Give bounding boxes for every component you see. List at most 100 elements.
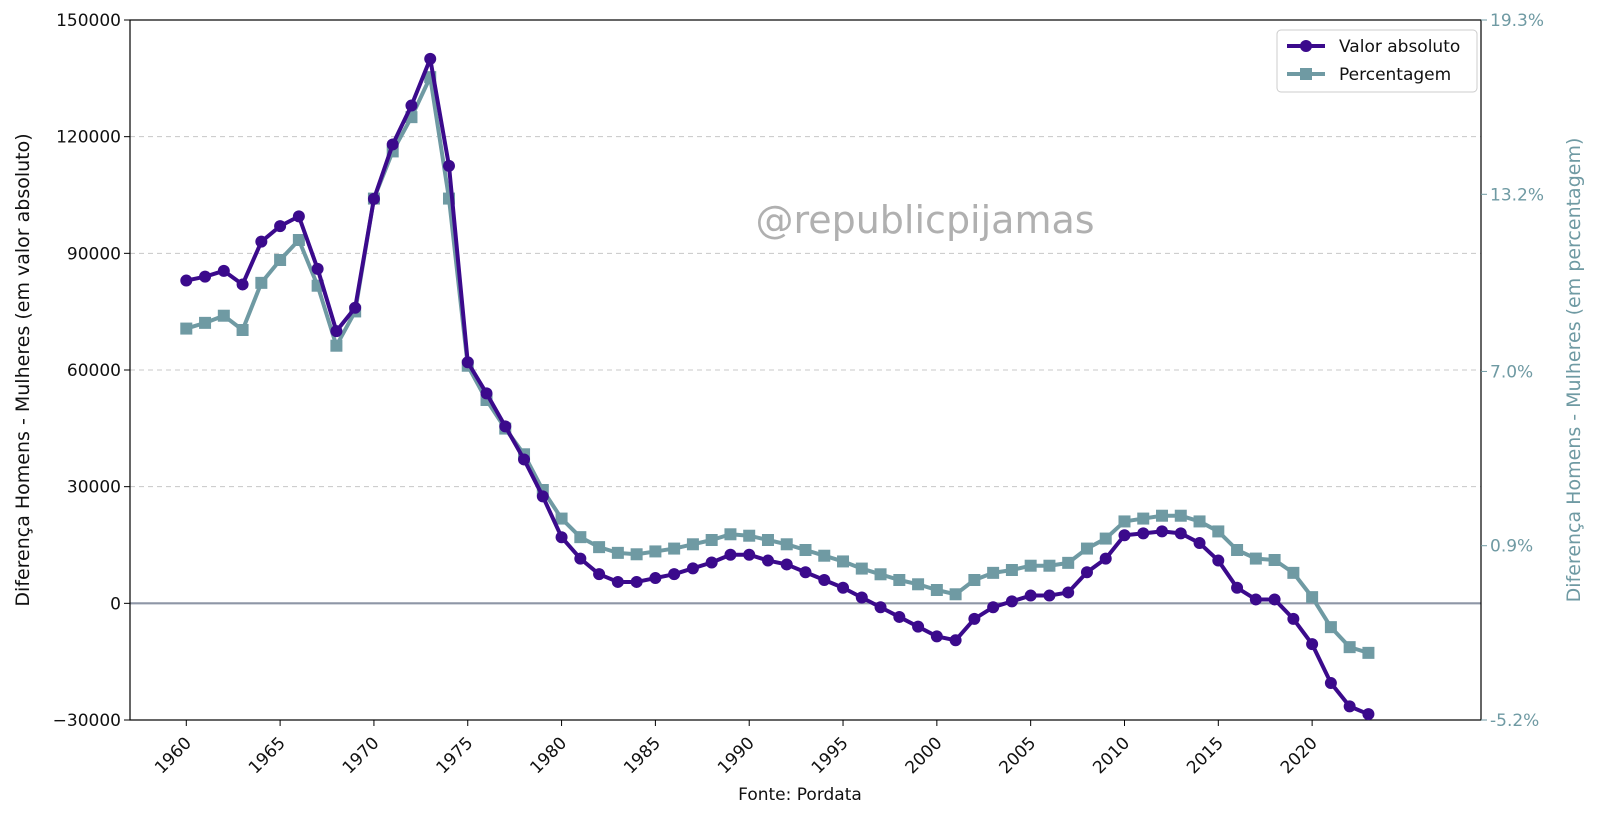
x-tick-label: 1970 [339, 733, 384, 778]
data-point-percentagem [1343, 641, 1356, 654]
data-point-percentagem [874, 568, 887, 581]
data-point-valor-absoluto [217, 264, 230, 277]
data-point-percentagem [574, 531, 587, 544]
data-point-percentagem [255, 276, 268, 289]
data-point-valor-absoluto [893, 610, 906, 623]
series-line-percentagem [185, 75, 1369, 655]
data-point-valor-absoluto [649, 572, 662, 585]
data-point-percentagem [1324, 621, 1337, 634]
y-tick-label-left: 60000 [67, 361, 121, 381]
data-point-valor-absoluto [593, 568, 606, 581]
y-tick-label-left: 90000 [67, 244, 121, 264]
data-point-valor-absoluto [1024, 589, 1037, 602]
data-point-valor-absoluto [311, 262, 324, 275]
data-point-valor-absoluto [274, 220, 287, 233]
data-point-percentagem [968, 574, 981, 586]
data-point-percentagem [1174, 509, 1187, 522]
data-point-valor-absoluto [1287, 612, 1300, 625]
data-point-percentagem [1156, 509, 1169, 522]
data-point-valor-absoluto [668, 568, 681, 581]
data-point-percentagem [1024, 559, 1037, 572]
data-point-percentagem [1287, 566, 1300, 579]
y-tick-label-right: 19.3% [1490, 11, 1544, 31]
watermark: @republicpijamas [755, 198, 1094, 242]
y-tick-label-right: -5.2% [1490, 711, 1539, 731]
data-point-percentagem [1005, 564, 1018, 576]
data-point-valor-absoluto [874, 601, 887, 614]
data-point-percentagem [1099, 532, 1112, 545]
data-point-valor-absoluto [1231, 581, 1244, 594]
data-point-percentagem [593, 541, 606, 554]
data-point-percentagem [1249, 552, 1262, 565]
data-point-valor-absoluto [236, 278, 249, 291]
data-point-percentagem [686, 538, 699, 551]
x-tick-label: 2015 [1183, 733, 1228, 778]
legend-marker-percentagem [1300, 68, 1312, 80]
data-point-valor-absoluto [949, 634, 962, 647]
x-tick-label: 1980 [526, 733, 571, 778]
data-point-percentagem [1062, 556, 1075, 569]
data-point-percentagem [199, 316, 212, 329]
data-point-valor-absoluto [536, 490, 549, 503]
data-point-valor-absoluto [837, 581, 850, 594]
data-point-percentagem [630, 548, 643, 561]
data-point-valor-absoluto [518, 453, 531, 466]
data-point-percentagem [1362, 646, 1375, 659]
data-point-percentagem [649, 545, 662, 558]
data-point-percentagem [611, 546, 624, 559]
x-tick-label: 1995 [808, 733, 853, 778]
data-point-percentagem [180, 322, 193, 335]
data-point-valor-absoluto [1005, 595, 1018, 608]
data-point-percentagem [761, 534, 774, 546]
data-point-valor-absoluto [555, 531, 568, 544]
data-point-valor-absoluto [349, 301, 362, 314]
data-point-valor-absoluto [1212, 554, 1225, 567]
data-point-valor-absoluto [705, 556, 718, 569]
y-tick-label-right: 0.9% [1490, 537, 1533, 557]
x-axis: 1960 1965 1970 1975 1980 1985 1990 1995 2000 2005… [151, 720, 1322, 778]
x-tick-label: 2000 [902, 733, 947, 778]
y-tick-label-left: 150000 [56, 11, 121, 31]
data-point-valor-absoluto [724, 548, 737, 561]
data-point-valor-absoluto [968, 612, 981, 625]
data-point-valor-absoluto [780, 558, 793, 571]
data-point-valor-absoluto [1249, 593, 1262, 606]
data-point-valor-absoluto [1118, 529, 1131, 542]
data-point-percentagem [893, 574, 906, 586]
data-point-percentagem [1231, 544, 1244, 556]
data-point-valor-absoluto [1268, 593, 1281, 606]
data-point-valor-absoluto [1099, 552, 1112, 565]
y-tick-label-left: 30000 [67, 478, 121, 498]
data-point-valor-absoluto [818, 574, 831, 586]
data-point-percentagem [1268, 554, 1281, 566]
data-point-percentagem [818, 549, 831, 562]
data-point-valor-absoluto [987, 601, 1000, 614]
grid-lines [130, 136, 1481, 488]
data-point-percentagem [855, 562, 868, 575]
legend-label-percentagem: Percentagem [1339, 65, 1451, 85]
data-point-percentagem [743, 529, 756, 542]
legend-marker-valor-absoluto [1300, 40, 1312, 52]
data-point-valor-absoluto [611, 575, 624, 588]
data-point-valor-absoluto [1362, 708, 1375, 721]
data-point-valor-absoluto [424, 52, 437, 65]
data-point-valor-absoluto [799, 566, 812, 579]
legend: Valor absoluto Percentagem [1276, 29, 1478, 93]
data-point-valor-absoluto [855, 591, 868, 604]
data-point-valor-absoluto [930, 630, 943, 643]
data-point-valor-absoluto [255, 235, 268, 248]
x-tick-label: 2010 [1089, 733, 1134, 778]
y-tick-label-right: 7.0% [1490, 362, 1533, 382]
data-point-percentagem [949, 588, 962, 601]
x-tick-label: 1960 [151, 733, 196, 778]
source-note: Fonte: Pordata [738, 785, 862, 805]
y-axis-title-left: Diferença Homens - Mulheres (em valor ab… [12, 133, 34, 606]
legend-box [1276, 29, 1478, 93]
data-point-valor-absoluto [199, 270, 212, 283]
data-point-percentagem [799, 544, 812, 556]
data-point-percentagem [1118, 515, 1131, 528]
data-point-valor-absoluto [1306, 638, 1319, 651]
data-point-valor-absoluto [1343, 700, 1356, 713]
x-tick-label: 2020 [1277, 733, 1322, 778]
data-point-valor-absoluto [630, 575, 643, 588]
